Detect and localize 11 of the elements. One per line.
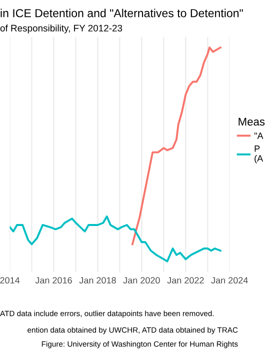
x-tick-label: Jan 2024 — [211, 277, 248, 284]
x-tick-label: Jan 2018 — [79, 277, 116, 284]
legend-title: Meas — [238, 118, 265, 126]
x-tick-label: Jan 2022 — [167, 277, 204, 284]
x-tick-label: Jan 2016 — [35, 277, 72, 284]
chart-subtitle: of Responsibility, FY 2012-23 — [0, 24, 122, 34]
x-tick-label: 2014 — [0, 277, 20, 284]
chart-title: in ICE Detention and "Alternatives to Detention" — [0, 8, 243, 18]
x-tick-label: Jan 2020 — [123, 277, 160, 284]
legend-label: P (A — [254, 146, 264, 164]
legend-label: "A — [254, 132, 264, 139]
